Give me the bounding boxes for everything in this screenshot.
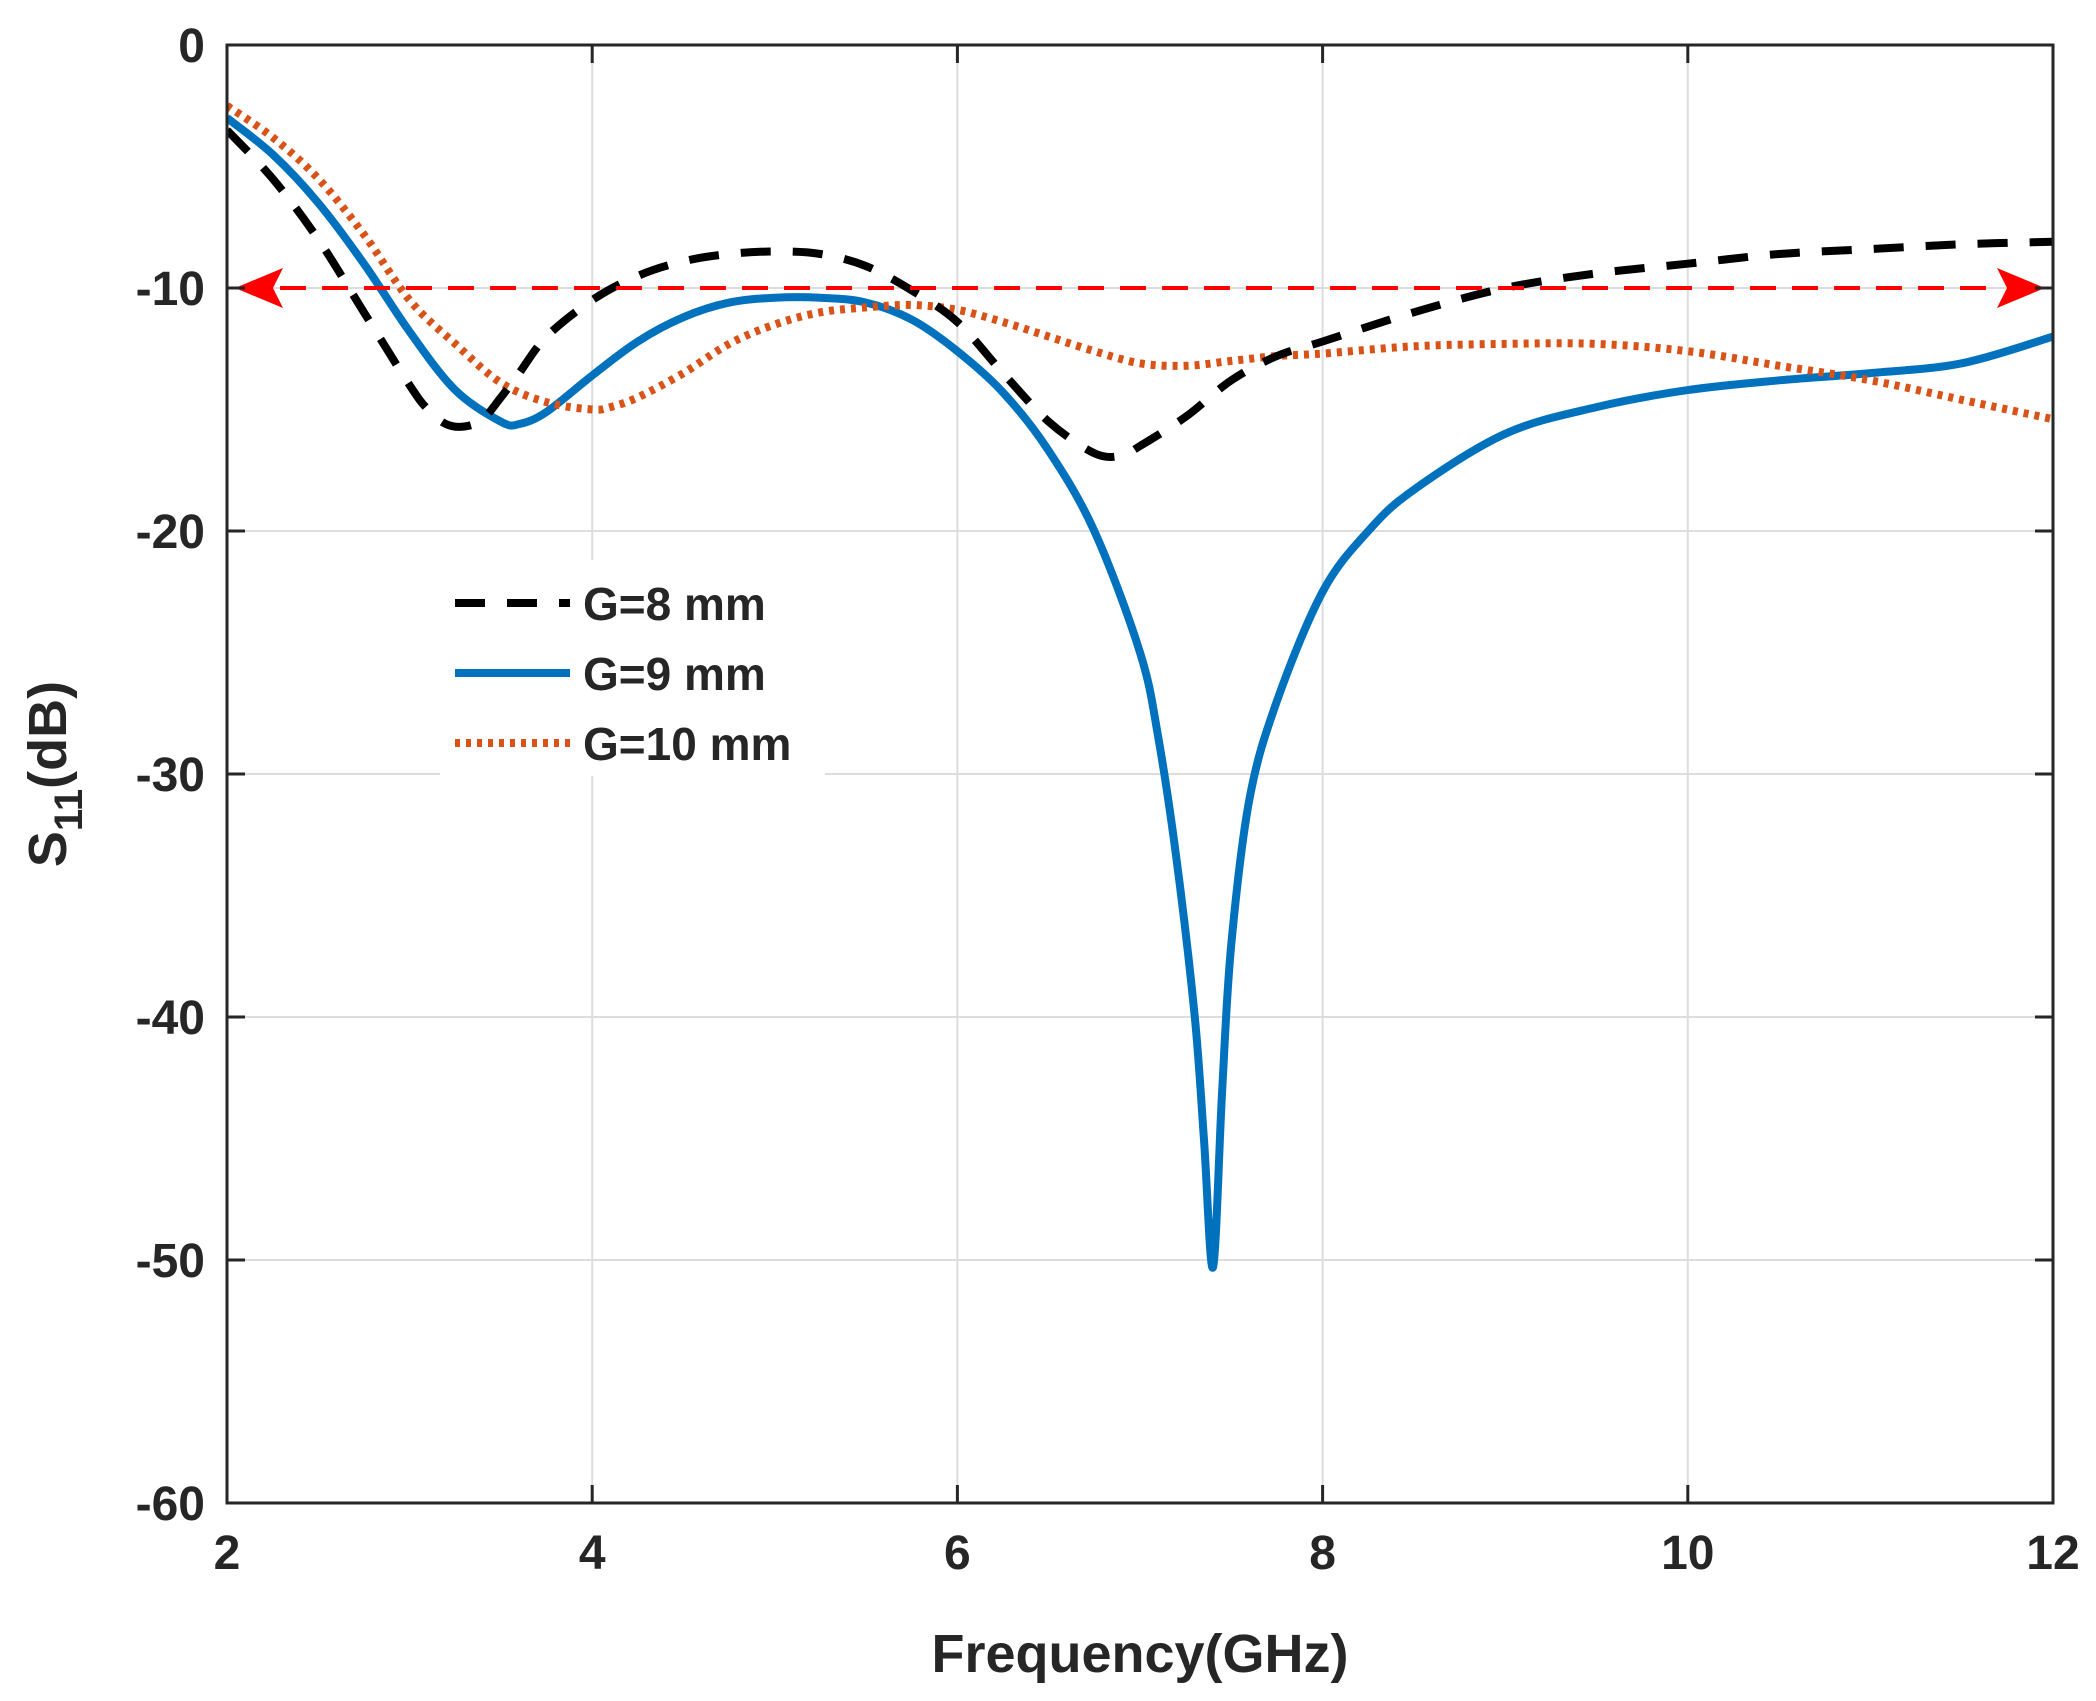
data-series (227, 102, 2053, 1272)
x-tick-label: 12 (2026, 1527, 2079, 1580)
x-tick-label: 10 (1661, 1527, 1714, 1580)
x-tick-label: 4 (579, 1527, 606, 1580)
y-axis-label-unit: (dB) (18, 681, 78, 789)
x-tick-label: 8 (1309, 1527, 1336, 1580)
y-tick-label: -40 (136, 992, 205, 1045)
y-axis-label-main: S (18, 831, 78, 867)
svg-text:S11(dB): S11(dB) (18, 681, 91, 867)
legend-background (440, 560, 825, 776)
y-tick-label: -30 (136, 749, 205, 802)
y-tick-label: -60 (136, 1478, 205, 1531)
x-axis-ticks: 2 4 6 8 10 12 (214, 45, 2080, 1580)
series-line-g10 (227, 102, 2053, 424)
grid-lines (227, 45, 2053, 1503)
legend-label-g9: G=9 mm (583, 648, 766, 700)
x-axis-label: Frequency(GHz) (931, 1624, 1348, 1684)
y-tick-label: -20 (136, 506, 205, 559)
legend-label-g10: G=10 mm (583, 718, 791, 770)
legend: G=8 mm G=9 mm G=10 mm (440, 560, 825, 776)
arrow-left-icon (235, 268, 283, 308)
series-line-g9 (227, 114, 2053, 1272)
y-tick-label: 0 (178, 20, 205, 73)
arrow-right-icon (1997, 268, 2045, 308)
y-tick-label: -10 (136, 263, 205, 316)
y-axis-label: S11(dB) (18, 681, 91, 867)
y-axis-ticks: 0 -10 -20 -30 -40 -50 -60 (136, 20, 2053, 1531)
series-line-g8 (227, 127, 2053, 462)
reference-line-group (235, 268, 2045, 308)
x-tick-label: 6 (944, 1527, 971, 1580)
y-axis-label-subscript: 11 (47, 789, 91, 831)
y-tick-label: -50 (136, 1235, 205, 1288)
x-tick-label: 2 (214, 1527, 241, 1580)
legend-label-g8: G=8 mm (583, 578, 766, 630)
